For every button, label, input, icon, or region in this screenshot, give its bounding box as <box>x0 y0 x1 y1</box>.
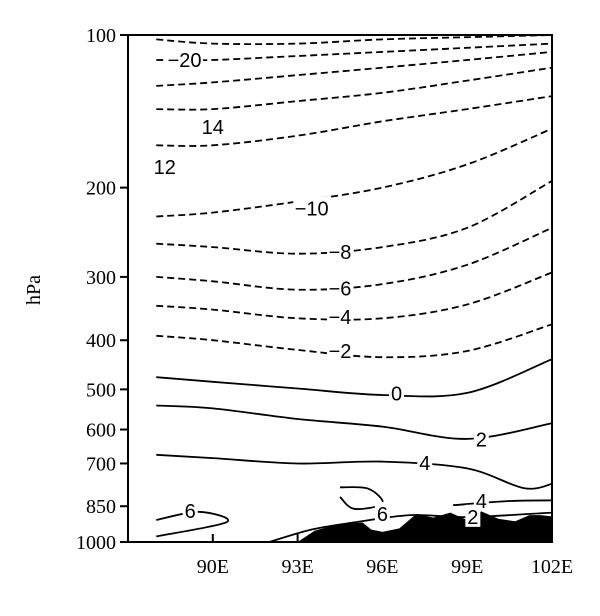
y-tick-label: 600 <box>86 420 116 442</box>
contour-line--14 <box>156 66 553 111</box>
contour-line--12 <box>156 95 553 147</box>
contour-label-bg <box>417 450 433 473</box>
contour-label-bg <box>473 427 489 450</box>
y-tick-label: 300 <box>86 267 116 289</box>
contour-line--2 <box>156 323 553 359</box>
contour-label-bg <box>327 240 353 263</box>
contour-label: 12 <box>154 157 176 179</box>
x-tick-label: 99E <box>451 556 483 578</box>
contour-label-bg <box>327 338 353 361</box>
plot-frame <box>127 34 553 543</box>
contour-line--6 <box>156 226 553 291</box>
contour-line--18 <box>156 42 553 62</box>
contour-line-0 <box>156 358 553 398</box>
y-axis-label: hPa <box>23 275 45 305</box>
y-tick-label: 200 <box>86 178 116 200</box>
contour-lines <box>156 34 553 543</box>
contour-label-bg <box>374 501 390 524</box>
y-tick-label: 400 <box>86 330 116 352</box>
contour-line--4 <box>156 271 553 321</box>
contour-line-6 <box>156 510 230 538</box>
contour-label: 0 <box>391 384 402 406</box>
contour-label-bg <box>293 196 331 219</box>
contour-label-bg <box>327 276 353 299</box>
contour-line-4 <box>156 453 553 490</box>
contour-label: −2 <box>329 341 352 363</box>
x-tick-label: 90E <box>197 556 229 578</box>
contour-label-bg <box>199 115 226 138</box>
contour-label: 2 <box>467 507 478 529</box>
y-tick-label: 100 <box>86 25 116 47</box>
x-tick-label: 96E <box>366 556 398 578</box>
contour-label: −20 <box>168 50 202 72</box>
contour-label: 4 <box>419 453 430 475</box>
x-tick-label: 93E <box>281 556 313 578</box>
contour-line-4 <box>453 499 553 507</box>
contour-label: −6 <box>329 278 352 300</box>
contour-label: −10 <box>295 199 329 221</box>
contour-line-2 <box>156 404 553 440</box>
contour-label: 14 <box>202 117 224 139</box>
contour-line--8 <box>156 180 553 255</box>
terrain-fill <box>297 511 552 542</box>
contour-label-bg <box>389 381 405 404</box>
contour-label-bg <box>465 504 481 527</box>
x-tick-label: 102E <box>531 556 573 578</box>
contour-label: −4 <box>329 307 352 329</box>
contour-label: 6 <box>377 504 388 526</box>
contour-label-bg <box>166 47 204 70</box>
contour-label: −8 <box>329 242 352 264</box>
contour-label-bg <box>327 305 353 328</box>
terrain-mask <box>297 511 552 542</box>
contour-label-bg <box>182 498 198 521</box>
y-tick-label: 500 <box>86 379 116 401</box>
contour-line--20 <box>156 34 553 46</box>
contour-line--16 <box>156 51 553 87</box>
contour-label-bg <box>151 154 178 177</box>
y-tick-label: 1000 <box>76 532 116 554</box>
contour-line--10 <box>156 127 553 218</box>
contour-label: 6 <box>185 501 196 523</box>
axes: 90E 93E 96E 99E 102E 100 200 300 400 500 600 700 850… <box>76 25 573 578</box>
y-tick-label: 700 <box>86 453 116 475</box>
contour-label: 2 <box>476 430 487 452</box>
y-tick-label: 850 <box>86 496 116 518</box>
contour-label: 4 <box>476 491 487 513</box>
